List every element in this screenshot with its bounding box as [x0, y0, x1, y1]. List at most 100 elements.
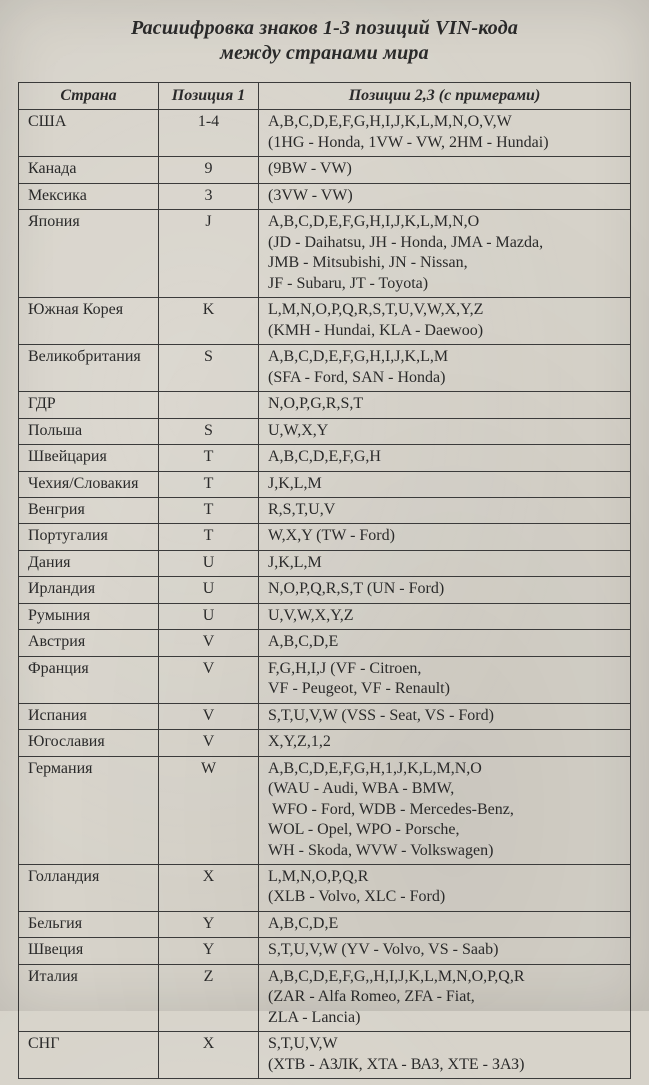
cell-country: Мексика [19, 183, 159, 209]
cell-country: Ирландия [19, 577, 159, 603]
cell-pos1: X [159, 865, 259, 912]
table-row: ГерманияWA,B,C,D,E,F,G,H,1,J,K,L,M,N,O (… [19, 756, 631, 864]
cell-pos23: S,T,U,V,W (YV - Volvo, VS - Saab) [259, 938, 631, 964]
table-row: ШвейцарияTA,B,C,D,E,F,G,H [19, 445, 631, 471]
cell-country: Польша [19, 418, 159, 444]
cell-pos23: R,S,T,U,V [259, 497, 631, 523]
cell-pos1: T [159, 471, 259, 497]
table-header-row: Страна Позиция 1 Позиции 2,3 (с примерам… [19, 83, 631, 110]
cell-pos1: V [159, 656, 259, 703]
page-title: Расшифровка знаков 1-3 позиций VIN-кода … [28, 16, 621, 66]
cell-country: Дания [19, 550, 159, 576]
cell-pos1 [159, 392, 259, 418]
table-row: ЮгославияVX,Y,Z,1,2 [19, 730, 631, 756]
cell-pos23: J,K,L,M [259, 471, 631, 497]
cell-country: Испания [19, 703, 159, 729]
cell-pos1: U [159, 550, 259, 576]
cell-pos23: N,O,P,Q,R,S,T (UN - Ford) [259, 577, 631, 603]
cell-pos1: 9 [159, 157, 259, 183]
cell-pos23: N,O,P,G,R,S,T [259, 392, 631, 418]
col-header-pos1: Позиция 1 [159, 83, 259, 110]
cell-pos1: X [159, 1032, 259, 1079]
cell-country: Франция [19, 656, 159, 703]
table-row: ГолландияXL,M,N,O,P,Q,R (XLB - Volvo, XL… [19, 865, 631, 912]
cell-pos23: L,M,N,O,P,Q,R,S,T,U,V,W,X,Y,Z (KMH - Hun… [259, 298, 631, 345]
cell-pos1: Z [159, 964, 259, 1031]
cell-country: Бельгия [19, 911, 159, 937]
cell-pos1: T [159, 497, 259, 523]
vin-sheet: Расшифровка знаков 1-3 позиций VIN-кода … [0, 0, 649, 1085]
cell-pos23: J,K,L,M [259, 550, 631, 576]
cell-country: Голландия [19, 865, 159, 912]
table-row: ДанияUJ,K,L,M [19, 550, 631, 576]
cell-pos23: (9BW - VW) [259, 157, 631, 183]
cell-pos1: S [159, 418, 259, 444]
title-line-1: Расшифровка знаков 1-3 позиций VIN-кода [131, 17, 518, 39]
cell-country: Канада [19, 157, 159, 183]
table-row: ШвецияYS,T,U,V,W (YV - Volvo, VS - Saab) [19, 938, 631, 964]
table-row: ФранцияVF,G,H,I,J (VF - Citroen, VF - Pe… [19, 656, 631, 703]
cell-pos1: Y [159, 938, 259, 964]
cell-pos1: U [159, 577, 259, 603]
cell-country: Германия [19, 756, 159, 864]
cell-pos23: L,M,N,O,P,Q,R (XLB - Volvo, XLC - Ford) [259, 865, 631, 912]
cell-pos23: A,B,C,D,E,F,G,H,1,J,K,L,M,N,O (WAU - Aud… [259, 756, 631, 864]
cell-country: Италия [19, 964, 159, 1031]
cell-pos23: S,T,U,V,W (VSS - Seat, VS - Ford) [259, 703, 631, 729]
col-header-pos23: Позиции 2,3 (с примерами) [259, 83, 631, 110]
cell-pos1: S [159, 345, 259, 392]
table-row: ИспанияVS,T,U,V,W (VSS - Seat, VS - Ford… [19, 703, 631, 729]
table-row: БельгияYA,B,C,D,E [19, 911, 631, 937]
cell-country: Япония [19, 210, 159, 298]
vin-table: Страна Позиция 1 Позиции 2,3 (с примерам… [18, 82, 631, 1079]
title-line-2: между странами мира [220, 42, 429, 64]
cell-country: США [19, 110, 159, 157]
cell-country: Великобритания [19, 345, 159, 392]
table-row: ГДРN,O,P,G,R,S,T [19, 392, 631, 418]
col-header-country: Страна [19, 83, 159, 110]
cell-pos1: V [159, 730, 259, 756]
cell-country: Румыния [19, 603, 159, 629]
cell-country: Швеция [19, 938, 159, 964]
cell-pos1: J [159, 210, 259, 298]
cell-country: Австрия [19, 630, 159, 656]
cell-pos23: X,Y,Z,1,2 [259, 730, 631, 756]
table-row: Чехия/СловакияTJ,K,L,M [19, 471, 631, 497]
cell-country: Швейцария [19, 445, 159, 471]
cell-country: Чехия/Словакия [19, 471, 159, 497]
cell-country: Южная Корея [19, 298, 159, 345]
cell-pos23: F,G,H,I,J (VF - Citroen, VF - Peugeot, V… [259, 656, 631, 703]
table-row: ИталияZA,B,C,D,E,F,G,,H,I,J,K,L,M,N,O,P,… [19, 964, 631, 1031]
table-row: ВеликобританияSA,B,C,D,E,F,G,H,I,J,K,L,M… [19, 345, 631, 392]
cell-pos23: A,B,C,D,E,F,G,,H,I,J,K,L,M,N,O,P,Q,R (ZA… [259, 964, 631, 1031]
cell-pos23: U,V,W,X,Y,Z [259, 603, 631, 629]
table-row: АвстрияVA,B,C,D,E [19, 630, 631, 656]
cell-pos1: K [159, 298, 259, 345]
table-row: ПортугалияTW,X,Y (TW - Ford) [19, 524, 631, 550]
cell-pos23: (3VW - VW) [259, 183, 631, 209]
cell-pos1: T [159, 445, 259, 471]
cell-country: Португалия [19, 524, 159, 550]
cell-pos1: V [159, 703, 259, 729]
table-row: США1-4A,B,C,D,E,F,G,H,I,J,K,L,M,N,O,V,W … [19, 110, 631, 157]
table-row: ВенгрияTR,S,T,U,V [19, 497, 631, 523]
cell-pos23: U,W,X,Y [259, 418, 631, 444]
table-row: Канада9(9BW - VW) [19, 157, 631, 183]
cell-pos23: A,B,C,D,E,F,G,H [259, 445, 631, 471]
cell-pos1: 3 [159, 183, 259, 209]
cell-pos23: A,B,C,D,E,F,G,H,I,J,K,L,M,N,O (JD - Daih… [259, 210, 631, 298]
cell-pos1: W [159, 756, 259, 864]
cell-pos23: W,X,Y (TW - Ford) [259, 524, 631, 550]
cell-pos23: A,B,C,D,E,F,G,H,I,J,K,L,M,N,O,V,W (1HG -… [259, 110, 631, 157]
cell-pos23: A,B,C,D,E [259, 630, 631, 656]
table-row: ЯпонияJA,B,C,D,E,F,G,H,I,J,K,L,M,N,O (JD… [19, 210, 631, 298]
table-row: Мексика3(3VW - VW) [19, 183, 631, 209]
cell-country: Югославия [19, 730, 159, 756]
table-body: США1-4A,B,C,D,E,F,G,H,I,J,K,L,M,N,O,V,W … [19, 110, 631, 1079]
table-row: Южная КореяKL,M,N,O,P,Q,R,S,T,U,V,W,X,Y,… [19, 298, 631, 345]
cell-pos1: 1-4 [159, 110, 259, 157]
cell-country: СНГ [19, 1032, 159, 1079]
table-row: ИрландияUN,O,P,Q,R,S,T (UN - Ford) [19, 577, 631, 603]
cell-pos23: S,T,U,V,W (XTB - АЗЛК, XTA - ВАЗ, XTE - … [259, 1032, 631, 1079]
cell-pos23: A,B,C,D,E [259, 911, 631, 937]
